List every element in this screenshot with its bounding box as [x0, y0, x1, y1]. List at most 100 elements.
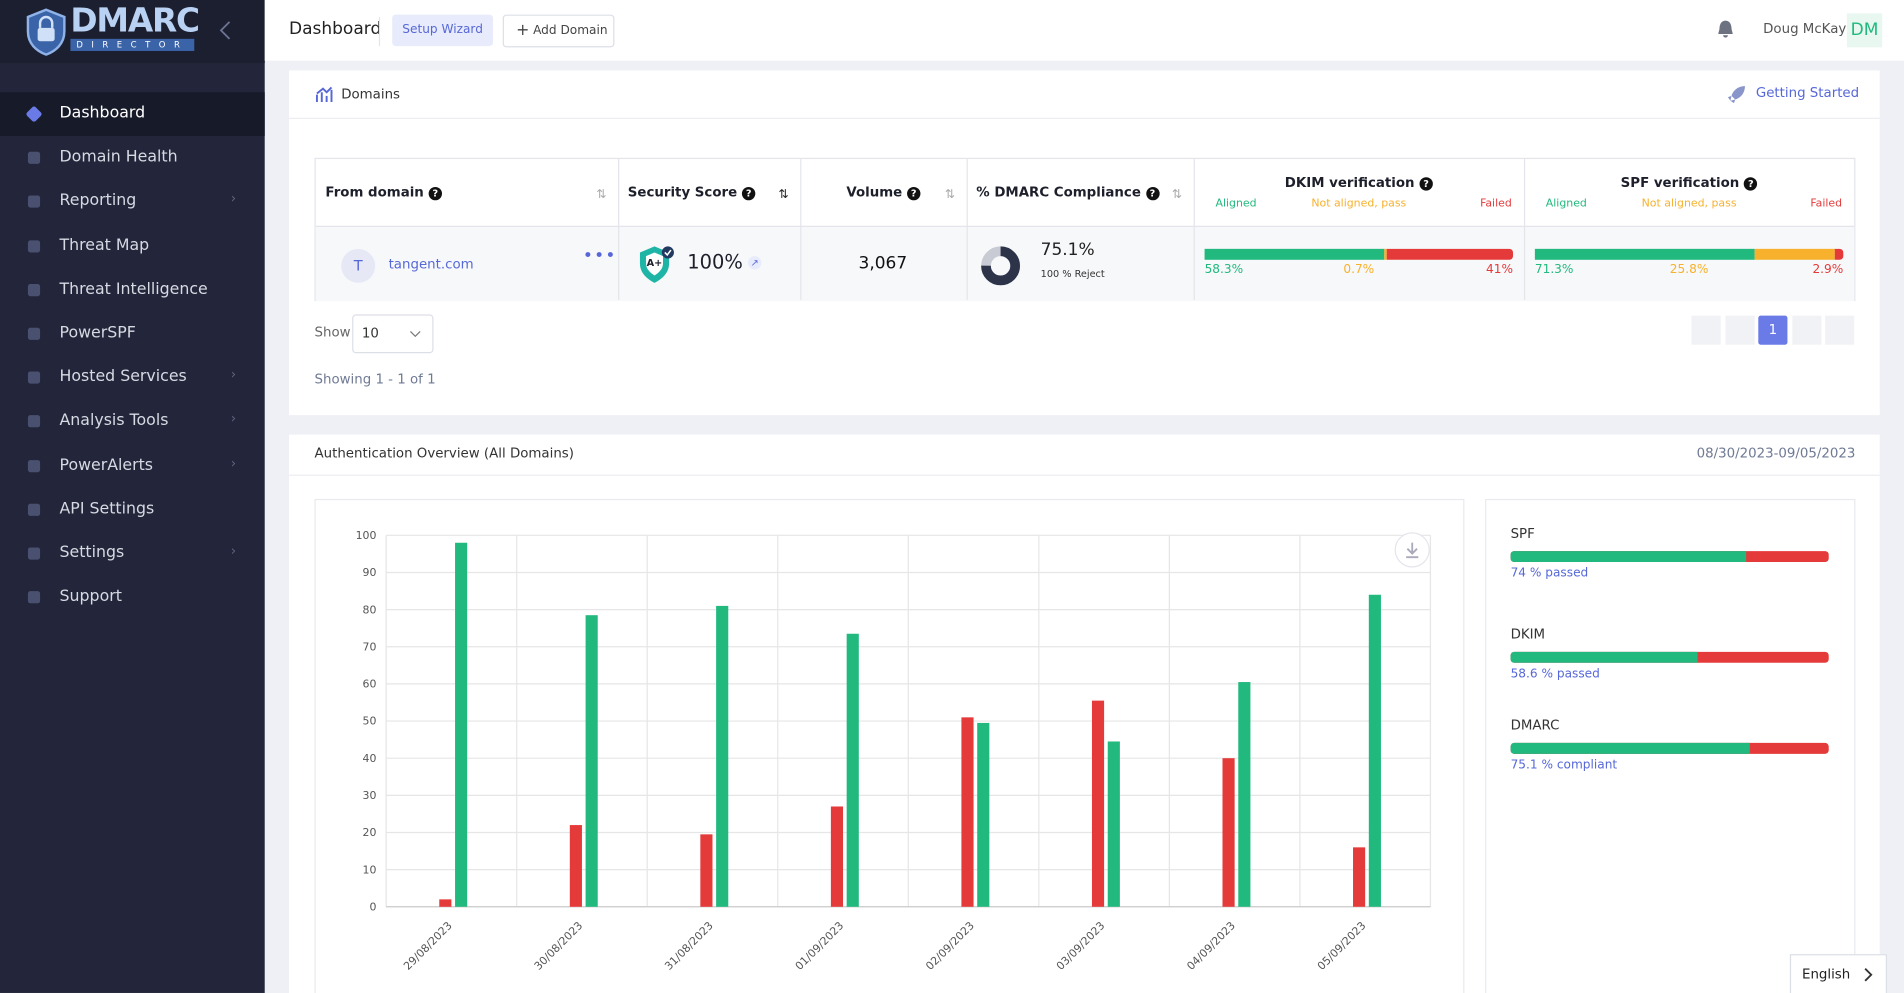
y-tick-label: 60 — [363, 678, 377, 691]
bar — [586, 615, 598, 907]
bar — [1222, 758, 1234, 907]
chevron: › — [231, 543, 236, 559]
verification-segment — [1755, 249, 1835, 260]
sort-icon: ⇅ — [945, 188, 955, 201]
logo-area: DMARC DIRECTOR — [0, 0, 265, 63]
help-icon: ? — [429, 187, 442, 200]
bar — [1369, 595, 1381, 907]
row-actions[interactable]: ••• — [583, 246, 617, 265]
bar — [455, 543, 467, 907]
icon-shape — [28, 328, 40, 340]
column-header: % DMARC Compliance? — [976, 185, 1159, 201]
column-header: DKIM verification? — [1194, 175, 1524, 191]
add-domain-button[interactable]: + Add Domain — [503, 15, 615, 48]
menu-item[interactable]: Analysis Tools› — [0, 400, 265, 444]
bar-chart: 010203040506070809010029/08/202330/08/20… — [315, 499, 1465, 993]
summary-label: 58.6 % passed — [1511, 668, 1600, 681]
menu-label: Threat Map — [60, 236, 150, 254]
legend-label: Failed — [1463, 198, 1512, 210]
date-range: 08/30/2023-09/05/2023 — [1697, 446, 1856, 462]
y-tick-label: 50 — [363, 715, 377, 728]
logo-text: DMARC — [70, 2, 198, 40]
domains-card: Domains Getting Started From domain?⇅Sec… — [289, 70, 1880, 415]
y-tick-label: 90 — [363, 566, 377, 579]
icon-shape — [28, 196, 40, 208]
page-button[interactable]: 1 — [1758, 316, 1787, 345]
chevron: › — [231, 367, 236, 383]
page-size-select[interactable]: 10 — [352, 314, 433, 353]
icon-shape — [28, 152, 40, 164]
score-link[interactable]: ↗ — [748, 256, 761, 269]
bar — [439, 899, 451, 906]
grade-badge: A+ — [638, 244, 677, 285]
column-divider — [967, 159, 968, 300]
x-tick-label: 29/08/2023 — [401, 919, 455, 973]
menu-icon — [26, 193, 43, 210]
menu-label: API Settings — [60, 500, 155, 518]
download-button[interactable] — [1395, 533, 1429, 567]
summary-label: 75.1 % compliant — [1511, 759, 1618, 772]
summary-bar-pass — [1511, 652, 1697, 663]
last-page[interactable] — [1825, 316, 1854, 345]
menu-label: Reporting — [60, 192, 137, 210]
menu-item[interactable]: Domain Health — [0, 136, 265, 180]
verification-label: 2.9% — [1783, 263, 1844, 276]
rocket-icon — [1727, 85, 1746, 104]
help-icon: ? — [1744, 177, 1757, 190]
language: English — [1802, 966, 1850, 982]
compliance-donut — [979, 244, 1023, 288]
menu-item[interactable]: Threat Map — [0, 224, 265, 268]
domain-link[interactable]: tangent.com — [389, 256, 474, 272]
next-page[interactable] — [1792, 316, 1821, 345]
icon-shape — [28, 416, 40, 428]
menu-icon — [26, 237, 43, 254]
menu-item[interactable]: PowerAlerts› — [0, 444, 265, 488]
chevron: › — [231, 191, 236, 207]
y-tick-label: 100 — [356, 529, 377, 542]
bar — [847, 634, 859, 907]
menu-icon — [26, 325, 43, 342]
summary-bar-pass — [1511, 743, 1750, 754]
menu-item[interactable]: Dashboard — [0, 92, 265, 136]
menu-item[interactable]: Support — [0, 576, 265, 620]
menu-item[interactable]: Reporting › — [0, 180, 265, 224]
menu-item[interactable]: Threat Intelligence — [0, 268, 265, 312]
page-title: Dashboard — [289, 19, 381, 38]
user-avatar[interactable]: DM — [1847, 13, 1882, 47]
language-selector[interactable]: English — [1790, 954, 1887, 993]
column-header: Security Score? — [628, 185, 756, 201]
menu-label: Domain Health — [60, 148, 178, 166]
setup-wizard-button[interactable]: Setup Wizard — [392, 15, 493, 47]
chevron: › — [231, 411, 236, 427]
x-tick-label: 30/08/2023 — [532, 919, 586, 973]
help-icon: ? — [907, 187, 920, 200]
page-size: 10 — [362, 325, 379, 341]
icon-shape — [28, 284, 40, 296]
bar — [1238, 682, 1250, 907]
column-divider — [618, 159, 619, 300]
summary-label: 74 % passed — [1511, 567, 1589, 580]
bar — [700, 834, 712, 906]
y-tick-label: 30 — [363, 789, 377, 802]
policy: 100 % Reject — [1041, 268, 1105, 279]
menu-label: Settings — [60, 544, 125, 562]
collapse-button[interactable] — [216, 19, 235, 41]
legend-label: Failed — [1794, 198, 1843, 210]
prev-page[interactable] — [1726, 316, 1755, 345]
chevron — [1862, 967, 1874, 982]
bar — [1108, 741, 1120, 906]
notification-bell[interactable] — [1717, 19, 1734, 38]
menu-item[interactable]: API Settings — [0, 488, 265, 532]
icon-shape — [28, 504, 40, 516]
security-score: 100% — [687, 250, 743, 273]
user-name[interactable]: Doug McKay — [1763, 21, 1846, 37]
menu-item[interactable]: Hosted Services› — [0, 356, 265, 400]
y-tick-label: 0 — [369, 900, 376, 913]
bar — [831, 806, 843, 906]
showing-text: Showing 1 - 1 of 1 — [315, 371, 436, 387]
first-page[interactable] — [1692, 316, 1721, 345]
menu-item[interactable]: PowerSPF — [0, 312, 265, 356]
x-tick-label: 31/08/2023 — [662, 919, 716, 973]
getting-started-link[interactable]: Getting Started — [1756, 85, 1859, 101]
menu-item[interactable]: Settings › — [0, 532, 265, 576]
